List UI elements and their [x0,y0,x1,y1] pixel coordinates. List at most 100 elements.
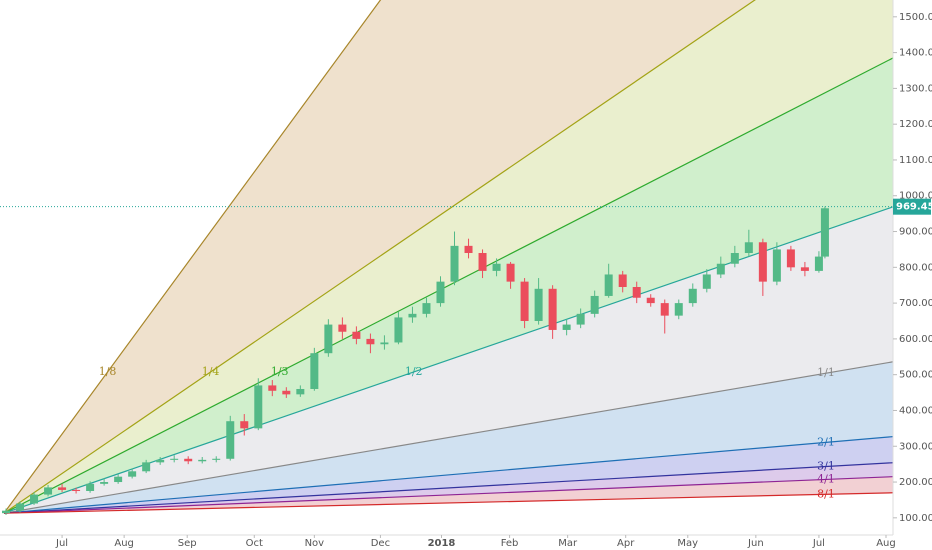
candle-body [338,324,347,332]
fan-label: 1/1 [817,366,835,379]
candle-body [492,263,501,271]
candle-body [30,494,39,504]
candle-body [772,249,781,282]
last-price-box [893,198,931,215]
fan-label: 1/3 [271,365,289,378]
candle-body [674,303,683,316]
candle-body [142,462,151,472]
candle-body [128,471,137,477]
fan-zone [4,0,893,514]
candle-body [702,274,711,289]
candle-body [114,476,123,483]
candle-body [618,274,627,288]
candle-body [646,297,655,304]
fan-label: 1/4 [202,365,220,378]
candle-body [800,267,809,271]
y-tick-label: 1500.00 [899,12,932,23]
x-tick-label: Jul [812,538,825,549]
y-tick-label: 300.00 [899,441,932,452]
candle-body [198,459,207,462]
candle-body [786,249,795,268]
candle-body [478,253,487,271]
candle-body [660,303,669,316]
plot-area: 1/8 1/4 1/3 1/2 1/1 2/1 3/14/1 8/1 [2,0,893,515]
candle-body [184,458,193,462]
y-tick-label: 400.00 [899,405,932,416]
x-tick-label: Dec [371,538,390,549]
candle-body [380,342,389,345]
last-price-label: 969.45 [896,202,932,213]
y-tick-label: 500.00 [899,370,932,381]
candle-body [422,303,431,314]
x-tick-label: May [677,538,698,549]
candle-body [688,288,697,304]
candle-body [548,288,557,330]
y-tick-label: 1300.00 [899,83,932,94]
candle-body [324,324,333,354]
x-tick-label: 2018 [428,538,456,549]
candle-body [226,421,235,459]
x-tick-label: Aug [876,538,896,549]
y-tick-label: 800.00 [899,262,932,273]
candle-body [2,510,11,514]
candle-body [352,331,361,339]
candle-body [820,208,829,257]
candle-body [730,253,739,264]
fan-label: 8/1 [817,487,835,500]
x-tick-label: Nov [305,538,325,549]
x-tick-label: Sep [178,538,197,549]
candle-body [758,242,767,282]
x-tick-label: Jun [747,538,764,549]
candle-body [58,487,67,490]
candle-body [170,458,179,460]
y-tick-label: 700.00 [899,298,932,309]
candle-body [240,421,249,429]
y-tick-label: 200.00 [899,477,932,488]
candle-body [520,281,529,321]
y-tick-label: 1400.00 [899,48,932,59]
candle-body [86,483,95,491]
candle-body [506,263,515,282]
candle-body [282,390,291,395]
candle-body [450,245,459,282]
candle-body [464,245,473,254]
fan-label: 2/1 [817,435,835,448]
candle-body [716,263,725,275]
y-tick-label: 1000.00 [899,191,932,202]
candle-body [632,287,641,298]
candle-body [296,388,305,395]
candle-body [310,353,319,389]
candle-body [562,324,571,330]
candle-body [16,503,25,511]
fan-label: 1/8 [99,365,117,378]
candle-body [604,274,613,296]
candle-body [100,482,109,484]
candle-body [576,313,585,325]
candle-body [156,459,165,463]
x-tick-label: Jul [55,538,68,549]
candle-body [44,487,53,495]
fan-label: 1/2 [405,365,423,378]
y-tick-label: 600.00 [899,334,932,345]
y-tick-label: 900.00 [899,227,932,238]
x-tick-label: Feb [501,538,519,549]
y-tick-label: 1200.00 [899,119,932,130]
x-tick-label: Apr [617,538,635,549]
y-tick-label: 100.00 [899,513,932,524]
candle-body [72,489,81,491]
y-tick-label: 1100.00 [899,155,932,166]
candle-body [268,385,277,391]
fan-label: 4/1 [817,472,835,485]
candle-body [436,281,445,304]
candle-body [212,458,221,460]
candle-body [408,313,417,318]
x-tick-label: Oct [246,538,263,549]
x-tick-label: Aug [114,538,134,549]
candle-body [366,338,375,345]
candle-body [394,317,403,343]
candle-body [254,385,263,429]
fan-label: 3/1 [817,460,835,473]
candle-body [814,256,823,271]
